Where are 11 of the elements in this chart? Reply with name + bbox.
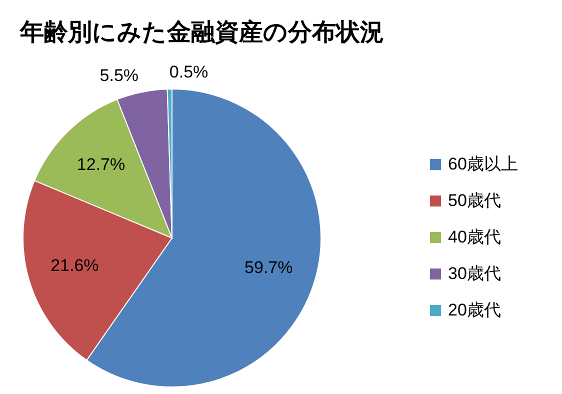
- legend-label: 40歳代: [448, 227, 501, 246]
- legend-label: 60歳以上: [448, 154, 518, 174]
- data-label: 5.5%: [100, 66, 139, 85]
- data-label: 0.5%: [169, 62, 208, 82]
- data-label: 59.7%: [244, 258, 293, 277]
- data-label: 12.7%: [76, 155, 126, 174]
- data-label: 21.6%: [50, 256, 99, 275]
- legend-label: 50歳代: [448, 190, 501, 210]
- legend-label: 30歳代: [448, 264, 501, 283]
- chart-title: 年齢別にみた金融資産の分布状況: [19, 19, 384, 46]
- legend-label: 20歳代: [448, 300, 501, 320]
